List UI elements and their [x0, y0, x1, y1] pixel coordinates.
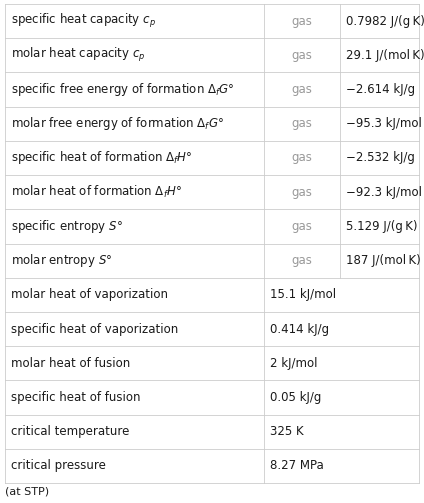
- Text: specific entropy $S$°: specific entropy $S$°: [11, 218, 123, 235]
- Text: gas: gas: [292, 186, 312, 199]
- Text: specific heat of vaporization: specific heat of vaporization: [11, 322, 178, 336]
- Text: molar heat capacity $c_p$: molar heat capacity $c_p$: [11, 46, 145, 64]
- Text: 325 K: 325 K: [270, 425, 304, 438]
- Text: (at STP): (at STP): [5, 487, 49, 497]
- Text: gas: gas: [292, 151, 312, 164]
- Text: specific free energy of formation $\Delta_f G$°: specific free energy of formation $\Delt…: [11, 81, 234, 98]
- Text: 0.05 kJ/g: 0.05 kJ/g: [270, 391, 321, 404]
- Text: gas: gas: [292, 83, 312, 96]
- Text: gas: gas: [292, 49, 312, 62]
- Text: specific heat of fusion: specific heat of fusion: [11, 391, 140, 404]
- Text: gas: gas: [292, 220, 312, 233]
- Text: critical temperature: critical temperature: [11, 425, 129, 438]
- Text: molar heat of vaporization: molar heat of vaporization: [11, 288, 168, 301]
- Text: 187 J/(mol K): 187 J/(mol K): [346, 254, 421, 267]
- Text: 2 kJ/mol: 2 kJ/mol: [270, 357, 317, 370]
- Text: molar heat of formation $\Delta_f H$°: molar heat of formation $\Delta_f H$°: [11, 184, 182, 200]
- Text: −2.532 kJ/g: −2.532 kJ/g: [346, 151, 415, 164]
- Text: critical pressure: critical pressure: [11, 459, 106, 472]
- Text: −95.3 kJ/mol: −95.3 kJ/mol: [346, 117, 422, 130]
- Text: gas: gas: [292, 117, 312, 130]
- Text: 0.414 kJ/g: 0.414 kJ/g: [270, 322, 329, 336]
- Text: 15.1 kJ/mol: 15.1 kJ/mol: [270, 288, 336, 301]
- Text: molar entropy $S$°: molar entropy $S$°: [11, 252, 112, 269]
- Text: gas: gas: [292, 15, 312, 28]
- Text: 0.7982 J/(g K): 0.7982 J/(g K): [346, 15, 424, 28]
- Text: 29.1 J/(mol K): 29.1 J/(mol K): [346, 49, 424, 62]
- Text: gas: gas: [292, 254, 312, 267]
- Text: specific heat capacity $c_p$: specific heat capacity $c_p$: [11, 12, 156, 30]
- Text: specific heat of formation $\Delta_f H$°: specific heat of formation $\Delta_f H$°: [11, 149, 192, 166]
- Text: molar free energy of formation $\Delta_f G$°: molar free energy of formation $\Delta_f…: [11, 115, 224, 132]
- Text: molar heat of fusion: molar heat of fusion: [11, 357, 130, 370]
- Text: 5.129 J/(g K): 5.129 J/(g K): [346, 220, 418, 233]
- Text: −2.614 kJ/g: −2.614 kJ/g: [346, 83, 416, 96]
- Text: −92.3 kJ/mol: −92.3 kJ/mol: [346, 186, 422, 199]
- Text: 8.27 MPa: 8.27 MPa: [270, 459, 324, 472]
